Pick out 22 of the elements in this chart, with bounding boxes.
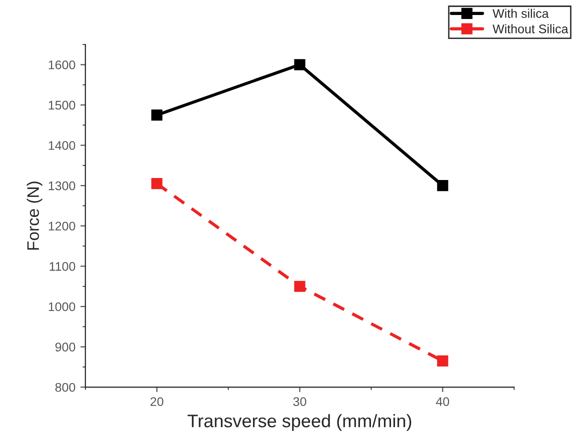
x-tick-label: 30 xyxy=(293,397,306,406)
y-tick-label: 1600 xyxy=(48,60,76,70)
point xyxy=(151,178,162,190)
point xyxy=(294,280,306,292)
y-tick-label: 1300 xyxy=(48,181,76,190)
y-tick-label: 1500 xyxy=(48,100,76,110)
legend-label: Without Silica xyxy=(492,24,568,34)
y-tick-label: 1200 xyxy=(48,222,76,231)
point xyxy=(437,180,448,192)
y-tick-label: 800 xyxy=(55,382,76,392)
y-tick-label: 1000 xyxy=(48,302,76,312)
point xyxy=(294,59,306,70)
x-axis-title: Transverse speed (mm/min) xyxy=(188,414,412,431)
point xyxy=(437,355,448,367)
legend-label: With silica xyxy=(492,8,549,18)
y-axis-title: Force (N) xyxy=(26,182,42,250)
x-tick-label: 40 xyxy=(436,397,450,406)
y-tick-label: 900 xyxy=(55,342,76,352)
point xyxy=(151,109,162,121)
y-tick-label: 1100 xyxy=(50,262,76,271)
x-tick-label: 20 xyxy=(150,397,164,406)
y-tick-label: 1400 xyxy=(48,141,76,150)
